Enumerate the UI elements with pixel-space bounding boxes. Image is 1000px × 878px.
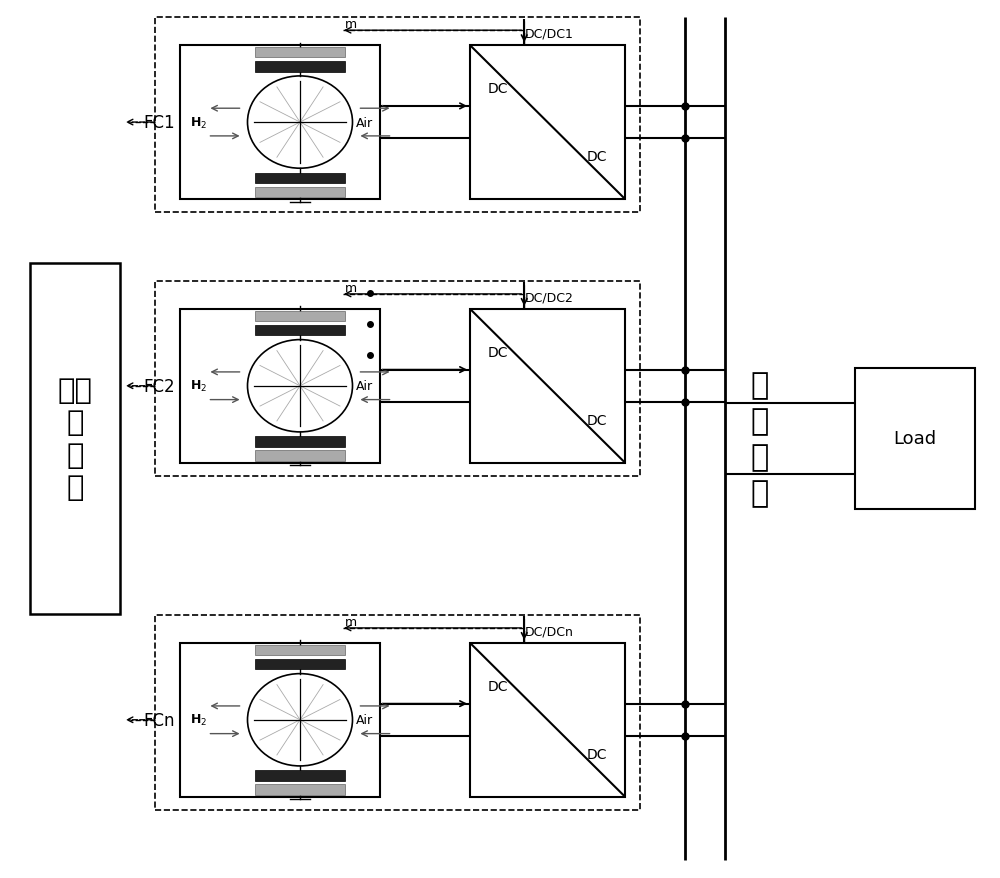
Bar bbox=[255, 785, 345, 795]
Text: Air: Air bbox=[356, 714, 373, 726]
Bar bbox=[155, 281, 640, 476]
Bar bbox=[155, 615, 640, 810]
Bar bbox=[255, 658, 345, 669]
Text: DC/DC1: DC/DC1 bbox=[524, 28, 573, 40]
Bar bbox=[470, 310, 625, 464]
Bar bbox=[470, 643, 625, 797]
Text: DC/DCn: DC/DCn bbox=[524, 625, 573, 637]
Text: FCn: FCn bbox=[144, 711, 175, 729]
Bar bbox=[255, 188, 345, 198]
Text: H$_2$: H$_2$ bbox=[190, 115, 207, 131]
Text: 中央
控
制
器: 中央 控 制 器 bbox=[58, 377, 92, 501]
Bar bbox=[255, 451, 345, 462]
Bar bbox=[255, 61, 345, 73]
Bar bbox=[180, 643, 380, 797]
Bar bbox=[255, 325, 345, 335]
Text: m: m bbox=[345, 282, 357, 295]
Text: DC: DC bbox=[488, 680, 509, 693]
Text: FC1: FC1 bbox=[143, 114, 175, 132]
Bar bbox=[255, 644, 345, 655]
Bar bbox=[180, 310, 380, 464]
Text: 直
流
母
线: 直 流 母 线 bbox=[751, 371, 769, 507]
Text: DC: DC bbox=[488, 83, 509, 96]
Text: DC: DC bbox=[586, 150, 607, 163]
Text: DC/DC2: DC/DC2 bbox=[524, 291, 573, 305]
Bar bbox=[855, 369, 975, 509]
Text: DC: DC bbox=[488, 346, 509, 359]
Bar bbox=[180, 46, 380, 200]
Bar bbox=[255, 311, 345, 321]
Text: DC: DC bbox=[586, 747, 607, 760]
Text: Air: Air bbox=[356, 117, 373, 129]
Text: DC: DC bbox=[586, 414, 607, 427]
Text: m: m bbox=[345, 18, 357, 31]
Text: Air: Air bbox=[356, 380, 373, 392]
Bar bbox=[255, 771, 345, 781]
Text: Load: Load bbox=[893, 430, 937, 448]
Bar bbox=[255, 436, 345, 447]
Text: H$_2$: H$_2$ bbox=[190, 712, 207, 728]
Bar bbox=[470, 46, 625, 200]
Bar bbox=[255, 174, 345, 184]
Text: m: m bbox=[345, 615, 357, 628]
Text: H$_2$: H$_2$ bbox=[190, 378, 207, 394]
Bar bbox=[155, 18, 640, 213]
Bar bbox=[30, 263, 120, 615]
Text: FC2: FC2 bbox=[143, 378, 175, 395]
Bar bbox=[255, 47, 345, 58]
